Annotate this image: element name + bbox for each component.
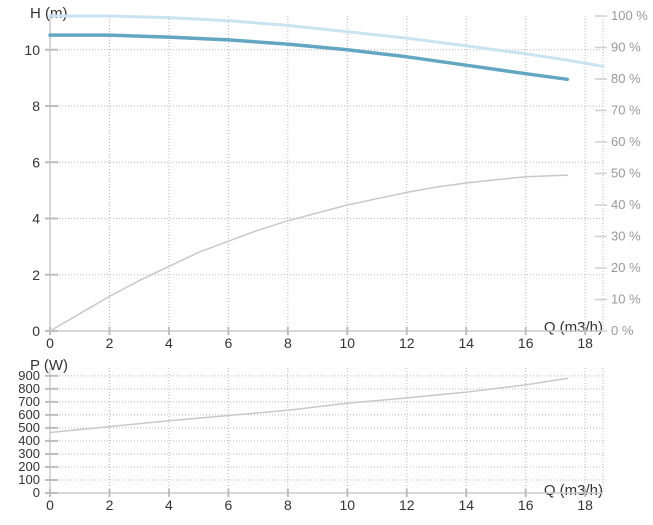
bottom-y-tick-label: 800: [18, 381, 40, 396]
bottom-y-tick-label: 500: [18, 420, 40, 435]
top-y-tick-label: 4: [32, 211, 40, 227]
head-curve: [48, 33, 570, 82]
top-y-tick-label: 10: [24, 42, 40, 58]
top-x-tick-label: 4: [165, 335, 173, 351]
top-y-tick-label: 0: [32, 323, 40, 339]
power-curve: [49, 377, 569, 434]
top-y-tick-label: 6: [32, 154, 40, 170]
bottom-x-tick-label: 10: [340, 497, 356, 513]
bottom-x-tick-label: 0: [46, 497, 54, 513]
top-x-tick-label: 2: [106, 335, 114, 351]
bottom-y-tick-label: 100: [18, 472, 40, 487]
top-x-tick-label: 6: [224, 335, 232, 351]
efficiency-curve: [49, 174, 569, 332]
bottom-x-tick-label: 16: [518, 497, 534, 513]
bottom-x-tick-label: 4: [165, 497, 173, 513]
bottom-y-tick-label: 200: [18, 459, 40, 474]
bottom-y-tick-label: 300: [18, 446, 40, 461]
top-y2-tick-label: 90 %: [611, 40, 641, 55]
top-x-tick-label: 14: [458, 335, 474, 351]
bottom-x-tick-label: 6: [224, 497, 232, 513]
bottom-x-tick-label: 2: [106, 497, 114, 513]
top-x-tick-label: 12: [399, 335, 415, 351]
top-y2-tick-label: 50 %: [611, 166, 641, 181]
bottom-y-tick-label: 700: [18, 394, 40, 409]
top-y-tick-label: 2: [32, 267, 40, 283]
bottom-x-tick-label: 18: [577, 497, 593, 513]
top-x-tick-label: 8: [284, 335, 292, 351]
top-y2-tick-label: 0 %: [611, 323, 634, 338]
bottom-y-tick-label: 600: [18, 407, 40, 422]
bottom-x-tick-label: 12: [399, 497, 415, 513]
power-chart: P (W) Q (m3/h) 0 2 4 6 8 10 12 14 16 180100200300…: [18, 357, 604, 513]
bottom-y-tick-label: 400: [18, 433, 40, 448]
bottom-x-axis-title: Q (m3/h): [544, 482, 603, 499]
top-y2-tick-label: 60 %: [611, 134, 641, 149]
top-x-tick-label: 10: [340, 335, 356, 351]
top-y-axis-title: H (m): [30, 5, 68, 22]
bottom-y-tick-label: 900: [18, 368, 40, 383]
npsh-curve: [48, 14, 605, 68]
bottom-y-tick-label: 0: [33, 485, 40, 500]
bottom-x-tick-label: 14: [458, 497, 474, 513]
top-y2-tick-label: 10 %: [611, 292, 641, 307]
top-y2-tick-label: 40 %: [611, 197, 641, 212]
top-x-tick-label: 0: [46, 335, 54, 351]
bottom-grid: [49, 368, 604, 494]
top-y2-tick-label: 100 %: [611, 8, 648, 23]
top-y2-tick-label: 20 %: [611, 260, 641, 275]
top-x-axis-title: Q (m3/h): [544, 319, 603, 336]
top-y2-tick-label: 80 %: [611, 71, 641, 86]
top-x-tick-label: 16: [518, 335, 534, 351]
top-y-tick-label: 8: [32, 98, 40, 114]
top-y2-tick-label: 30 %: [611, 229, 641, 244]
bottom-x-tick-label: 8: [284, 497, 292, 513]
top-y2-tick-label: 70 %: [611, 103, 641, 118]
top-x-tick-label: 18: [577, 335, 593, 351]
bottom-y-axis-title: P (W): [30, 357, 68, 374]
